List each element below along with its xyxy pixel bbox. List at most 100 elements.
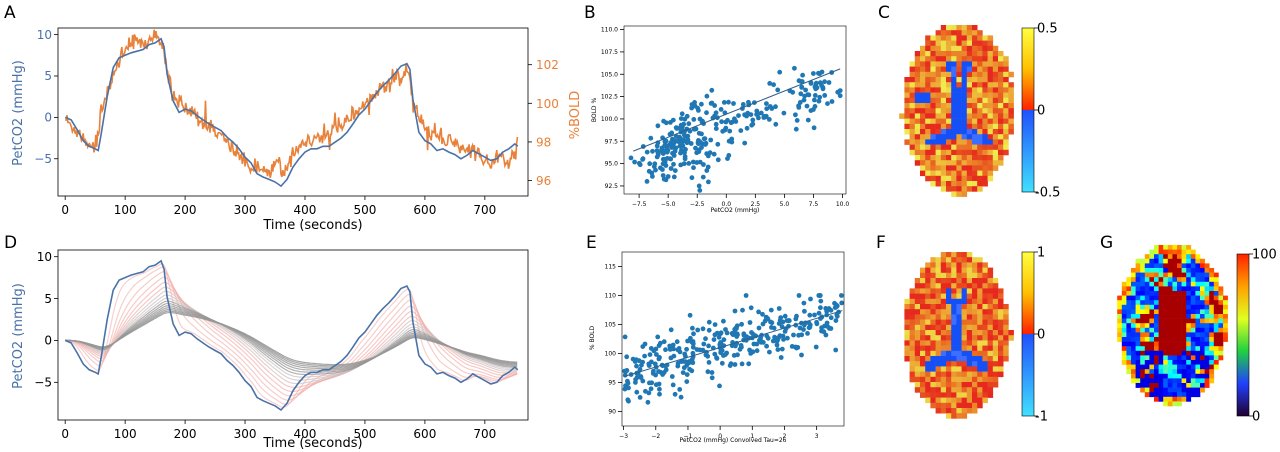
x-tick-label: 3 (815, 433, 819, 440)
brain-voxel (1190, 369, 1196, 375)
brain-voxel (1135, 378, 1141, 384)
brain-voxel (1158, 369, 1164, 375)
brain-voxel (998, 366, 1004, 372)
brain-voxel (977, 144, 983, 151)
scatter-point (718, 107, 724, 112)
petco2-series-line (64, 259, 519, 412)
brain-voxel (920, 160, 926, 166)
brain-voxel (1209, 323, 1215, 329)
brain-voxel (930, 66, 936, 73)
brain-voxel (930, 77, 936, 83)
brain-voxel (920, 340, 926, 346)
brain-voxel (909, 371, 916, 378)
scatter-point (754, 348, 760, 354)
brain-voxel (972, 288, 978, 294)
x-tick-label: 300 (234, 427, 257, 441)
brain-voxel (961, 149, 968, 156)
brain-voxel (946, 361, 952, 367)
brain-voxel (1190, 350, 1196, 356)
brain-voxel (966, 382, 973, 388)
brain-voxel (1190, 272, 1196, 278)
brain-voxel (972, 387, 978, 393)
brain-voxel (992, 288, 999, 294)
brain-voxel (935, 324, 942, 331)
brain-voxel (930, 118, 936, 125)
y-tick-label: −5 (34, 152, 52, 166)
brain-voxel (1172, 332, 1178, 338)
y-tick-label: 105 (605, 322, 617, 329)
brain-voxel (1223, 323, 1228, 329)
brain-voxel (930, 345, 936, 352)
brain-voxel (982, 92, 988, 99)
scatter-point (697, 188, 703, 193)
brain-voxel (1195, 373, 1201, 379)
scatter-point (766, 117, 772, 122)
brain-voxel (930, 35, 936, 41)
brain-voxel (940, 77, 947, 83)
brain-voxel (1154, 304, 1159, 310)
brain-voxel (998, 288, 1004, 294)
brain-voxel (956, 387, 962, 393)
brain-voxel (1131, 318, 1136, 324)
brain-voxel (966, 40, 973, 47)
brain-voxel (992, 92, 999, 99)
brain-voxel (904, 97, 910, 104)
brain-voxel (1181, 272, 1187, 278)
brain-voxel (1200, 383, 1205, 388)
brain-voxel (951, 144, 957, 151)
brain-voxel (925, 392, 931, 398)
brain-voxel (966, 335, 973, 341)
brain-voxel (946, 298, 952, 305)
x-tick-label: 1 (750, 433, 754, 440)
brain-voxel (961, 257, 968, 263)
brain-voxel (1003, 103, 1009, 109)
brain-voxel (977, 165, 983, 171)
scatter-point (660, 173, 666, 178)
brain-voxel (914, 371, 921, 378)
brain-voxel (977, 361, 983, 367)
brain-voxel (935, 108, 942, 114)
brain-voxel (1177, 318, 1182, 324)
brain-voxel (977, 340, 983, 346)
brain-voxel (940, 392, 947, 398)
brain-voxel (992, 165, 999, 171)
brain-voxel (1213, 318, 1219, 324)
scatter-point (756, 325, 762, 331)
brain-voxel (966, 298, 973, 305)
brain-voxel (1172, 364, 1178, 370)
x-tick-label: 400 (294, 203, 317, 217)
brain-voxel (1140, 268, 1146, 273)
brain-voxel (1158, 383, 1164, 388)
brain-voxel (930, 267, 936, 274)
brain-voxel (946, 35, 952, 41)
scatter-point (762, 318, 768, 324)
brain-voxel (966, 160, 973, 166)
brain-voxel (1140, 286, 1146, 292)
brain-voxel (972, 175, 978, 182)
brain-voxel (1186, 364, 1192, 370)
scatter-point (690, 344, 696, 350)
scatter-point (661, 339, 667, 345)
panel-label-c: C (878, 3, 890, 23)
scatter-point (715, 141, 721, 147)
brain-voxel (982, 293, 988, 300)
brain-voxel (1144, 314, 1150, 319)
brain-voxel (966, 149, 973, 156)
brain-voxel (1186, 350, 1192, 356)
scatter-point (765, 335, 771, 341)
brain-voxel (982, 45, 988, 52)
brain-voxel (1177, 254, 1182, 260)
brain-voxel (961, 170, 968, 177)
brain-voxel (940, 356, 947, 362)
brain-voxel (1158, 245, 1164, 250)
scatter-point (714, 355, 719, 361)
brain-voxel (961, 108, 968, 114)
brain-voxel (961, 288, 968, 294)
brain-voxel (940, 56, 947, 62)
panel-b-frame (623, 25, 847, 195)
brain-voxel (930, 356, 936, 362)
brain-voxel (1154, 286, 1159, 292)
scatter-point (769, 320, 775, 326)
brain-voxel (961, 408, 968, 414)
brain-voxel (977, 278, 983, 284)
